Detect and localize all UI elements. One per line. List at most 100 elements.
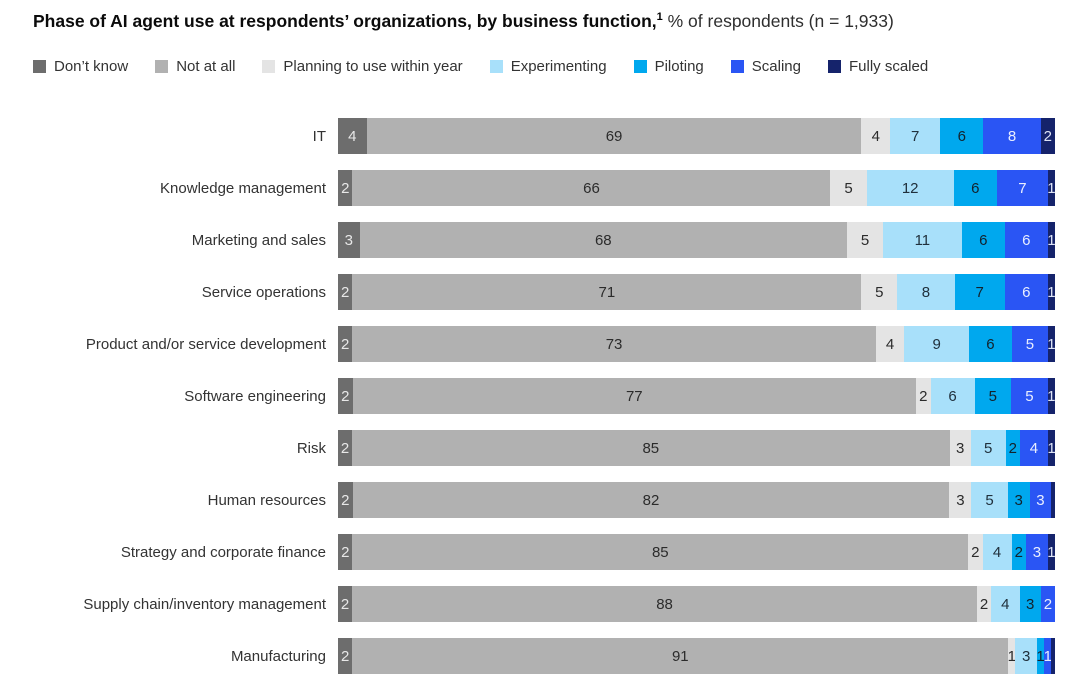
- legend-swatch: [489, 60, 503, 73]
- legend-item: Fully scaled: [827, 58, 928, 75]
- bar-segment: 2: [1040, 118, 1056, 154]
- bar-segment: 88: [352, 586, 977, 622]
- legend-label: Don’t know: [54, 58, 129, 75]
- category-label: Human resources: [207, 491, 326, 509]
- stacked-bar: 2 77 2 6 5 5 1: [338, 378, 1055, 414]
- stacked-bar: 2 85 2 4 2 3 1: [338, 534, 1056, 570]
- bar-segment: 4: [875, 326, 905, 362]
- bar-segment: 5: [974, 378, 1012, 414]
- bar-segment: 5: [971, 482, 1008, 518]
- bar-segment: 3: [1029, 482, 1052, 518]
- chart-row: IT 4 69 4 7 6 8 2: [0, 110, 1056, 162]
- legend-label: Experimenting: [510, 58, 607, 75]
- bar-segment: 4: [861, 118, 891, 154]
- bar-segment: 6: [940, 118, 984, 154]
- legend-swatch: [730, 60, 744, 73]
- legend-label: Scaling: [751, 58, 801, 75]
- stacked-bar: 2 85 3 5 2 4 1: [338, 430, 1056, 466]
- legend-label: Planning to use within year: [283, 58, 463, 75]
- bar-segment: 3: [1026, 534, 1048, 570]
- category-label: Manufacturing: [230, 647, 326, 665]
- bar-segment: 1: [1047, 378, 1055, 414]
- category-label: Marketing and sales: [191, 231, 326, 249]
- legend-swatch: [262, 60, 276, 73]
- bar-segment: 2: [976, 586, 992, 622]
- bar-segment: 3: [949, 430, 971, 466]
- stacked-bar: 2 71 5 8 7 6 1: [338, 274, 1056, 310]
- bar-segment: 4: [982, 534, 1012, 570]
- bar-segment: 6: [1004, 274, 1048, 310]
- bar-segment: 1: [1047, 326, 1056, 362]
- bar-segment: 85: [352, 430, 950, 466]
- legend-swatch: [155, 60, 169, 73]
- bar-segment: 12: [866, 170, 954, 206]
- bar-segment: 2: [338, 586, 353, 622]
- chart-row: Knowledge management 2 66 5 12 6 7 1: [0, 162, 1056, 214]
- legend: Don’t know Not at all Planning to use with…: [33, 58, 928, 75]
- stacked-bar: 2 66 5 12 6 7 1: [338, 170, 1056, 206]
- bar-segment: 6: [961, 222, 1005, 258]
- bar-segment: 3: [1015, 638, 1037, 674]
- bar-segment: [1051, 482, 1056, 518]
- legend-item: Scaling: [730, 58, 801, 75]
- bar-segment: 1: [1047, 274, 1056, 310]
- bar-segment: 6: [1004, 222, 1048, 258]
- bar-segment: 2: [338, 326, 353, 362]
- bar-segment: 5: [1011, 378, 1048, 414]
- legend-swatch: [827, 60, 841, 73]
- bar-segment: 2: [338, 638, 353, 674]
- footnote-marker: 1: [656, 11, 663, 24]
- chart-title: Phase of AI agent use at respondents’ or…: [33, 11, 894, 32]
- bar-segment: 4: [991, 586, 1020, 622]
- bar-segment: 77: [352, 378, 916, 414]
- bar-segment: 1: [1047, 430, 1056, 466]
- bar-segment: 2: [338, 430, 353, 466]
- bar-segment: 2: [338, 482, 353, 518]
- bar-segment: 5: [847, 222, 883, 258]
- bar-segment: 1: [1047, 222, 1056, 258]
- chart-subtitle: % of respondents (n = 1,933): [662, 11, 894, 31]
- bar-segment: 91: [352, 638, 1009, 674]
- chart-row: Marketing and sales 3 68 5 11 6 6 1: [0, 214, 1056, 266]
- legend-item: Not at all: [155, 58, 235, 75]
- bar-segment: 1: [1036, 638, 1045, 674]
- category-label: Strategy and corporate finance: [120, 543, 326, 561]
- bar-segment: 5: [970, 430, 1006, 466]
- chart-row: Supply chain/inventory management 2 88 2 4 3 2: [0, 578, 1056, 630]
- bar-segment: 7: [890, 118, 941, 154]
- bar-segment: [1051, 638, 1055, 674]
- bar-segment: 9: [904, 326, 969, 362]
- bar-segment: 3: [1007, 482, 1030, 518]
- category-label: Product and/or service development: [85, 335, 326, 353]
- bar-segment: 11: [882, 222, 962, 258]
- bar-segment: 6: [953, 170, 998, 206]
- bar-segment: 3: [338, 222, 360, 258]
- category-label: Knowledge management: [160, 179, 326, 197]
- bar-segment: 2: [968, 534, 983, 570]
- bar-segment: 66: [352, 170, 831, 206]
- legend-item: Experimenting: [489, 58, 607, 75]
- bar-segment: 2: [1040, 586, 1056, 622]
- legend-swatch: [633, 60, 647, 73]
- bar-segment: 82: [352, 482, 950, 518]
- bar-segment: 73: [352, 326, 876, 362]
- bar-segment: 7: [954, 274, 1005, 310]
- bar-segment: 69: [366, 118, 862, 154]
- bar-segment: 2: [338, 378, 353, 414]
- bar-segment: 5: [830, 170, 867, 206]
- bar-segment: 68: [359, 222, 848, 258]
- bar-segment: 1: [1047, 170, 1056, 206]
- category-label: Supply chain/inventory management: [83, 595, 326, 613]
- bar-segment: 4: [338, 118, 367, 154]
- legend-item: Planning to use within year: [262, 58, 463, 75]
- category-label: IT: [312, 127, 326, 145]
- legend-label: Piloting: [654, 58, 704, 75]
- bar-segment: 6: [968, 326, 1012, 362]
- chart-row: Human resources 2 82 3 5 3 3: [0, 474, 1056, 526]
- category-label: Software engineering: [184, 387, 326, 405]
- stacked-bar: 2 73 4 9 6 5 1: [338, 326, 1056, 362]
- stacked-bar: 2 91 1 3 1 1: [338, 638, 1055, 674]
- bar-segment: 2: [915, 378, 931, 414]
- bar-segment: 3: [949, 482, 972, 518]
